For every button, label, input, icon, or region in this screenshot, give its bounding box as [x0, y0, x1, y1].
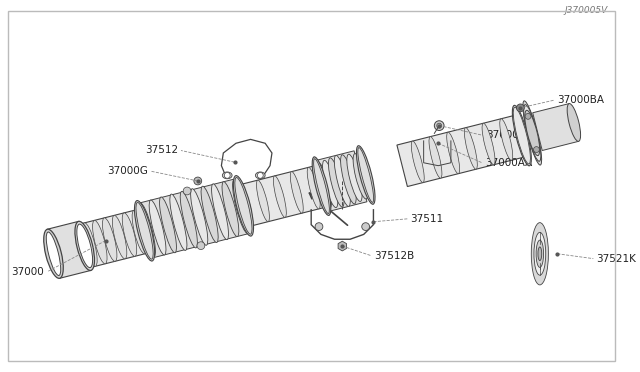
Circle shape	[197, 242, 205, 250]
Ellipse shape	[46, 232, 61, 276]
Polygon shape	[79, 209, 150, 267]
Ellipse shape	[317, 163, 332, 208]
Ellipse shape	[291, 171, 303, 213]
Circle shape	[194, 177, 202, 185]
Ellipse shape	[170, 194, 187, 250]
Ellipse shape	[353, 154, 368, 199]
Ellipse shape	[536, 240, 543, 267]
Ellipse shape	[356, 146, 375, 204]
Ellipse shape	[113, 215, 127, 259]
Polygon shape	[532, 103, 579, 151]
Ellipse shape	[429, 137, 442, 178]
Ellipse shape	[235, 177, 252, 234]
Ellipse shape	[122, 213, 137, 256]
Ellipse shape	[323, 160, 338, 208]
Ellipse shape	[149, 200, 166, 255]
Circle shape	[525, 113, 531, 119]
Text: 37000G: 37000G	[108, 166, 148, 176]
Circle shape	[362, 223, 369, 231]
Ellipse shape	[257, 180, 269, 222]
Text: 37521K: 37521K	[596, 254, 636, 264]
Ellipse shape	[255, 172, 265, 179]
Ellipse shape	[180, 191, 197, 248]
Polygon shape	[140, 179, 248, 257]
Ellipse shape	[102, 218, 117, 261]
Ellipse shape	[334, 155, 350, 206]
Text: J370005V: J370005V	[564, 6, 608, 16]
Ellipse shape	[234, 176, 253, 236]
Ellipse shape	[525, 110, 540, 155]
Ellipse shape	[232, 180, 249, 233]
Ellipse shape	[239, 185, 253, 226]
Ellipse shape	[312, 157, 331, 215]
Ellipse shape	[531, 222, 548, 285]
Text: 37000BA: 37000BA	[557, 95, 604, 105]
Ellipse shape	[307, 167, 320, 209]
Ellipse shape	[482, 123, 495, 165]
Circle shape	[257, 173, 263, 178]
Ellipse shape	[201, 186, 218, 243]
Ellipse shape	[534, 232, 546, 275]
Text: 37512: 37512	[145, 145, 178, 155]
Ellipse shape	[222, 172, 232, 179]
Ellipse shape	[412, 141, 424, 183]
Circle shape	[315, 223, 323, 231]
Ellipse shape	[93, 220, 107, 264]
Ellipse shape	[136, 202, 153, 259]
Circle shape	[516, 104, 524, 112]
Ellipse shape	[340, 155, 356, 204]
Ellipse shape	[447, 132, 460, 174]
Circle shape	[534, 147, 540, 153]
Text: 37000AA: 37000AA	[485, 158, 532, 168]
Text: 37512B: 37512B	[374, 251, 415, 261]
Ellipse shape	[513, 105, 531, 166]
Ellipse shape	[44, 229, 63, 278]
Text: 37000: 37000	[12, 267, 44, 277]
Circle shape	[436, 123, 442, 128]
Polygon shape	[236, 166, 327, 227]
Ellipse shape	[139, 203, 156, 257]
Ellipse shape	[328, 158, 344, 207]
Text: 37000F: 37000F	[486, 130, 525, 140]
Ellipse shape	[538, 247, 541, 260]
Ellipse shape	[273, 176, 286, 217]
Ellipse shape	[132, 211, 147, 254]
Ellipse shape	[191, 189, 208, 245]
Ellipse shape	[222, 182, 239, 237]
Ellipse shape	[314, 159, 330, 214]
Circle shape	[435, 121, 444, 131]
Circle shape	[224, 173, 230, 178]
Ellipse shape	[500, 119, 513, 160]
Ellipse shape	[212, 184, 228, 240]
Ellipse shape	[77, 224, 93, 267]
Ellipse shape	[523, 101, 541, 165]
Polygon shape	[397, 115, 527, 186]
Ellipse shape	[134, 201, 155, 261]
Text: 37511: 37511	[410, 214, 444, 224]
Ellipse shape	[347, 154, 362, 201]
Ellipse shape	[465, 128, 477, 169]
Polygon shape	[317, 151, 367, 211]
Ellipse shape	[83, 223, 97, 266]
Ellipse shape	[75, 221, 95, 270]
Ellipse shape	[567, 103, 580, 141]
Ellipse shape	[513, 107, 531, 164]
Ellipse shape	[524, 105, 541, 161]
Circle shape	[183, 187, 191, 195]
Polygon shape	[47, 221, 91, 278]
Ellipse shape	[159, 197, 177, 253]
Ellipse shape	[358, 148, 374, 202]
